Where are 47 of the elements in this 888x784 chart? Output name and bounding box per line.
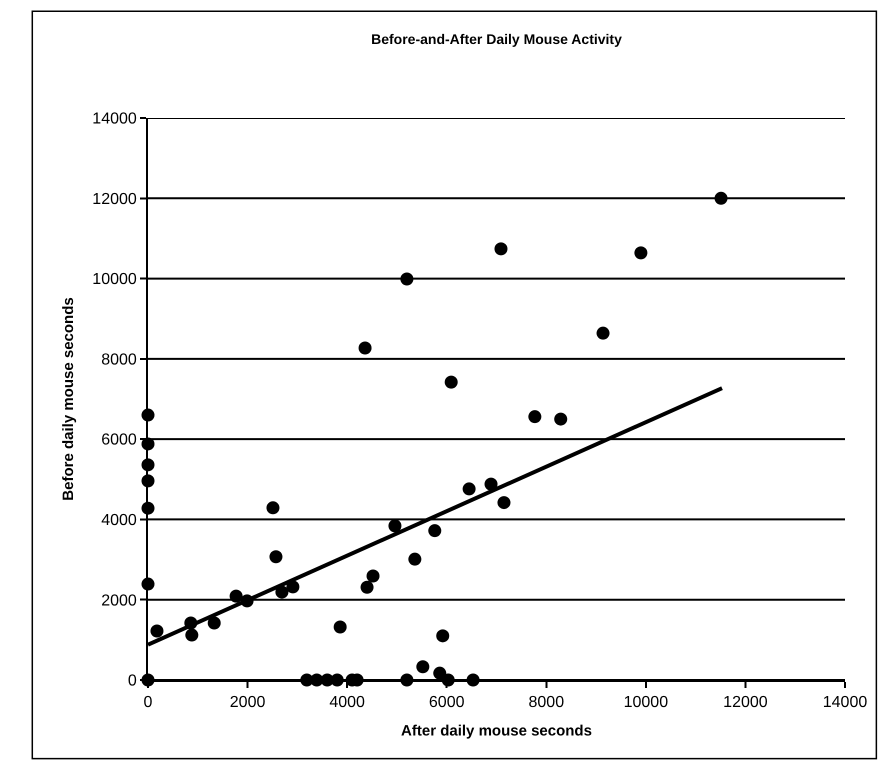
- y-tick-label: 8000: [101, 351, 137, 368]
- point: [208, 616, 221, 630]
- point: [366, 570, 380, 583]
- point: [150, 624, 164, 638]
- point: [269, 550, 282, 564]
- point: [408, 552, 422, 566]
- point: [714, 192, 728, 205]
- point: [286, 580, 300, 594]
- point: [416, 660, 430, 674]
- point: [554, 412, 568, 426]
- point: [436, 629, 450, 642]
- y-tick-label: 10000: [92, 271, 137, 288]
- y-tick-label: 0: [128, 672, 137, 690]
- y-tick-label: 6000: [101, 432, 137, 449]
- x-tick-label: 2000: [230, 694, 266, 712]
- point: [358, 342, 372, 355]
- y-tick-label: 12000: [92, 190, 137, 208]
- point: [185, 628, 198, 642]
- point: [433, 666, 446, 680]
- x-tick-label: 10000: [624, 694, 668, 712]
- point: [494, 242, 508, 256]
- point: [444, 376, 458, 389]
- point: [388, 519, 402, 532]
- x-tick-label: 8000: [528, 694, 564, 712]
- point: [400, 272, 414, 286]
- point: [428, 524, 442, 538]
- point: [497, 496, 510, 510]
- point: [360, 580, 374, 594]
- point: [484, 478, 498, 491]
- x-tick-label: 0: [144, 694, 153, 712]
- x-tick-label: 4000: [329, 694, 366, 712]
- point: [528, 410, 542, 424]
- point: [334, 620, 347, 634]
- point: [230, 590, 243, 603]
- point: [462, 482, 476, 496]
- x-tick-label: 6000: [428, 694, 465, 712]
- point: [266, 501, 280, 514]
- point: [596, 326, 610, 340]
- x-tick-label: 12000: [723, 694, 768, 712]
- y-tick-label: 2000: [101, 592, 137, 610]
- y-tick-label: 14000: [92, 110, 137, 128]
- x-tick-label: 14000: [822, 694, 868, 712]
- chart-title: Before-and-After Daily Mouse Activity: [371, 31, 622, 48]
- y-tick-label: 4000: [101, 512, 137, 530]
- x-axis-title: After daily mouse seconds: [401, 722, 592, 740]
- y-axis-title: Before daily mouse seconds: [60, 297, 78, 501]
- point: [634, 246, 648, 260]
